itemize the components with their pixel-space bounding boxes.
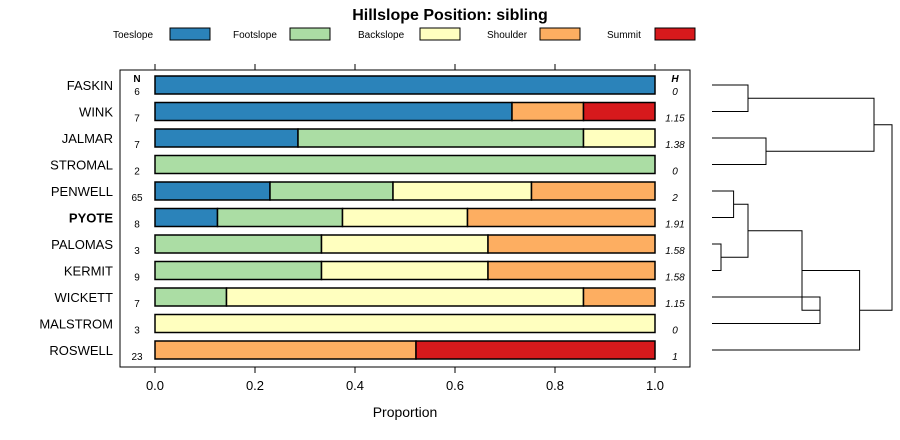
bar-pyote-backslope xyxy=(341,207,469,228)
h-value-wickett: 1.15 xyxy=(665,299,685,310)
dendrogram-link-5 xyxy=(712,243,722,271)
x-axis-label: Proportion xyxy=(373,404,438,420)
n-value-wink: 7 xyxy=(134,114,140,125)
row-label-malstrom: MALSTROM xyxy=(39,317,113,332)
dendrogram-link-10 xyxy=(859,124,893,311)
x-tick-label: 0.0 xyxy=(146,378,164,393)
h-value-wink: 1.15 xyxy=(665,114,685,125)
legend: Toeslope Footslope Backslope Shoulder Summit xyxy=(113,27,696,41)
row-label-stromal: STROMAL xyxy=(50,158,113,173)
n-value-faskin: 6 xyxy=(134,87,140,98)
bar-pyote-footslope xyxy=(216,207,344,228)
h-value-roswell: 1 xyxy=(672,352,678,363)
row-label-roswell: ROSWELL xyxy=(49,343,113,358)
n-value-stromal: 2 xyxy=(134,167,140,178)
h-value-kermit: 1.58 xyxy=(665,273,685,284)
bar-stromal-footslope xyxy=(154,154,656,175)
n-labels: 6 7 7 2 65 8 3 9 7 3 23 xyxy=(131,87,143,363)
bar-wickett-backslope xyxy=(225,287,585,307)
bar-wink-toeslope xyxy=(154,101,513,122)
bar-wickett-shoulder xyxy=(582,287,656,307)
bar-palomas-footslope xyxy=(154,234,323,254)
h-value-faskin: 0 xyxy=(672,87,678,98)
bar-penwell-toeslope xyxy=(154,181,271,201)
n-value-roswell: 23 xyxy=(131,352,143,363)
chart-title: Hillslope Position: sibling xyxy=(352,7,548,24)
legend-label-shoulder: Shoulder xyxy=(487,30,528,41)
x-tick-label: 1.0 xyxy=(646,378,664,393)
row-labels: FASKIN WINK JALMAR STROMAL PENWELL PYOTE PALOM… xyxy=(39,78,113,358)
n-value-wickett: 7 xyxy=(134,299,140,310)
legend-swatch-summit xyxy=(654,27,696,41)
bar-roswell-shoulder xyxy=(154,340,417,360)
legend-label-backslope: Backslope xyxy=(358,30,405,41)
row-label-penwell: PENWELL xyxy=(51,184,113,199)
bar-kermit-shoulder xyxy=(487,260,656,281)
dendrogram-link-4 xyxy=(712,190,735,218)
x-tick-label: 0.2 xyxy=(246,378,264,393)
bar-palomas-shoulder xyxy=(487,234,656,254)
bar-wink-summit xyxy=(582,101,656,122)
bar-malstrom-backslope xyxy=(154,313,656,334)
bar-roswell-summit xyxy=(415,340,656,360)
bar-jalmar-backslope xyxy=(582,128,656,148)
n-value-jalmar: 7 xyxy=(134,140,140,151)
legend-label-footslope: Footslope xyxy=(233,30,277,41)
n-value-penwell: 65 xyxy=(131,193,143,204)
bar-kermit-footslope xyxy=(154,260,323,281)
bar-jalmar-footslope xyxy=(297,128,585,148)
n-value-kermit: 9 xyxy=(134,273,140,284)
dendrogram xyxy=(712,84,893,351)
h-value-palomas: 1.58 xyxy=(665,246,685,257)
bar-penwell-shoulder xyxy=(530,181,656,201)
legend-swatch-footslope xyxy=(289,27,331,41)
row-label-palomas: PALOMAS xyxy=(51,237,113,252)
h-value-jalmar: 1.38 xyxy=(665,140,685,151)
h-value-malstrom: 0 xyxy=(672,326,678,337)
legend-label-toeslope: Toeslope xyxy=(113,30,153,41)
bar-faskin-toeslope xyxy=(154,75,656,95)
legend-swatch-toeslope xyxy=(169,27,211,41)
row-label-kermit: KERMIT xyxy=(64,264,113,279)
row-label-wickett: WICKETT xyxy=(55,290,114,305)
legend-swatch-backslope xyxy=(419,27,461,41)
bar-pyote-shoulder xyxy=(466,207,656,228)
n-value-pyote: 8 xyxy=(134,220,140,231)
legend-label-summit: Summit xyxy=(607,30,641,41)
top-axis-ticks xyxy=(154,64,656,70)
row-label-wink: WINK xyxy=(79,105,113,120)
dendrogram-link-9 xyxy=(712,270,861,351)
dendrogram-link-2 xyxy=(712,137,767,165)
bars xyxy=(154,75,656,360)
dendrogram-link-3 xyxy=(748,97,875,152)
n-column-header: N xyxy=(133,74,140,85)
x-tick-label: 0.8 xyxy=(546,378,564,393)
bar-jalmar-toeslope xyxy=(154,128,299,148)
dendrogram-link-1 xyxy=(712,84,749,112)
bar-kermit-backslope xyxy=(320,260,489,281)
h-value-penwell: 2 xyxy=(671,193,678,204)
row-label-pyote: PYOTE xyxy=(69,211,113,226)
h-value-stromal: 0 xyxy=(672,167,678,178)
dendrogram-link-6 xyxy=(721,203,749,258)
x-tick-label: 0.4 xyxy=(346,378,364,393)
x-tick-label: 0.6 xyxy=(446,378,464,393)
bar-wickett-footslope xyxy=(154,287,228,307)
h-labels: 0 1.15 1.38 0 2 1.91 1.58 1.58 1.15 0 1 xyxy=(665,87,685,363)
bar-wink-shoulder xyxy=(511,101,585,122)
bar-penwell-backslope xyxy=(392,181,533,201)
n-value-malstrom: 3 xyxy=(134,326,140,337)
plot-frame xyxy=(119,69,691,368)
bar-pyote-toeslope xyxy=(154,207,219,228)
legend-swatch-shoulder xyxy=(539,27,581,41)
h-column-header: H xyxy=(671,74,679,85)
row-label-faskin: FASKIN xyxy=(67,78,113,93)
bar-penwell-footslope xyxy=(269,181,394,201)
n-value-palomas: 3 xyxy=(134,246,140,257)
h-value-pyote: 1.91 xyxy=(665,220,684,231)
x-axis: 0.0 0.2 0.4 0.6 0.8 1.0 xyxy=(146,367,664,393)
row-label-jalmar: JALMAR xyxy=(62,131,113,146)
bar-palomas-backslope xyxy=(320,234,489,254)
